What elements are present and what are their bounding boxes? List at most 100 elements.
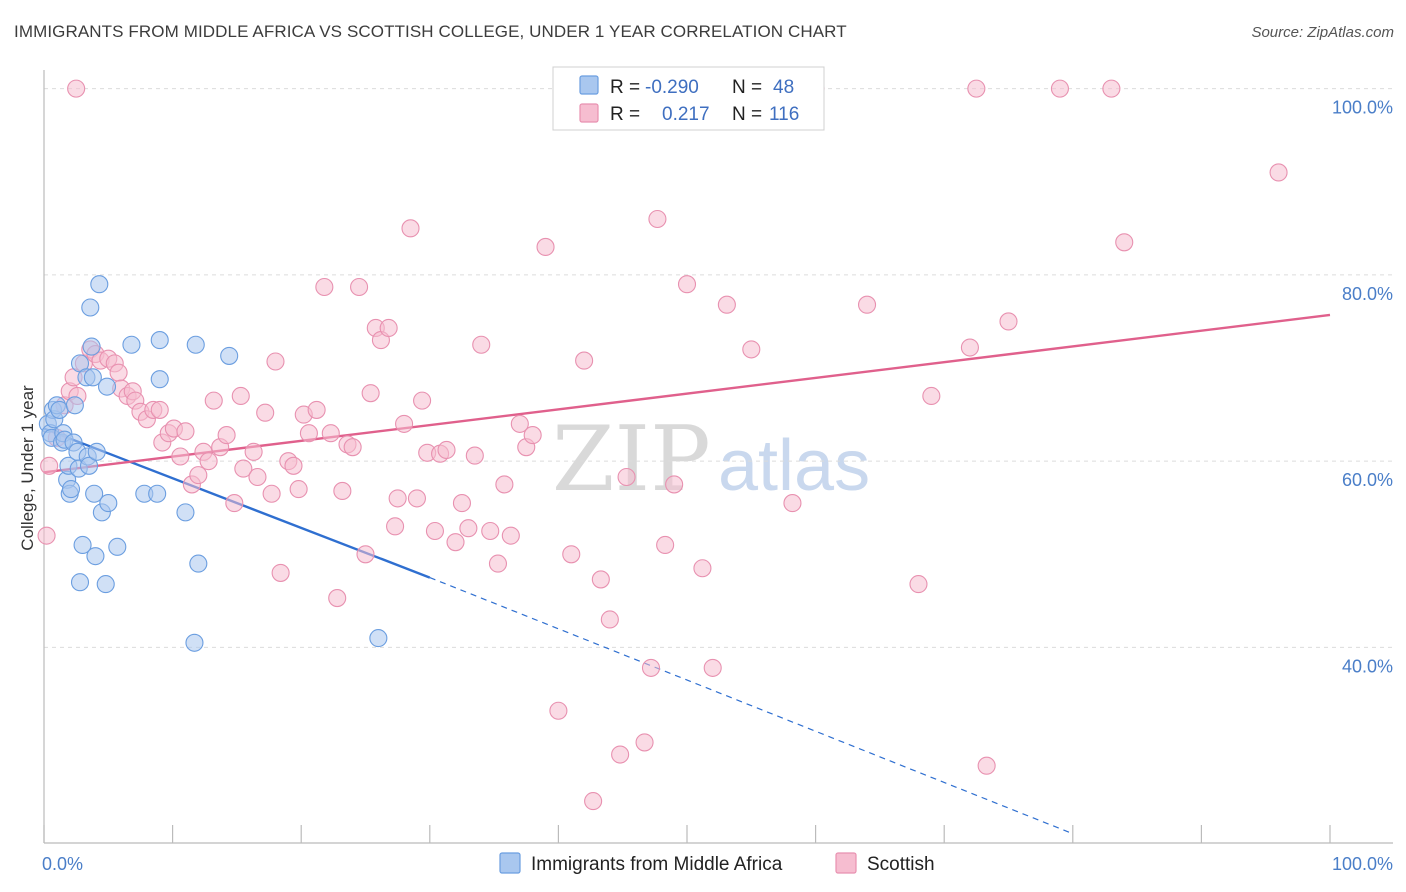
point-scottish-101 (742, 340, 761, 359)
point-scottish-1 (40, 456, 59, 475)
x-tick-labels: 0.0% 100.0% (42, 854, 1393, 874)
point-scottish-38 (248, 467, 267, 487)
y-tick-label-3: 100.0% (1332, 98, 1393, 118)
point-middle-africa-39 (150, 331, 169, 350)
series-legend-label-1: Immigrants from Middle Africa (531, 854, 783, 875)
legend-r-label-2: R = (610, 104, 640, 125)
point-scottish-72 (452, 494, 472, 513)
legend-r-value-2: 0.217 (662, 104, 710, 125)
point-scottish-89 (600, 610, 619, 629)
point-scottish-56 (356, 545, 375, 564)
point-scottish-98 (693, 559, 712, 578)
point-scottish-28 (189, 466, 208, 485)
point-scottish-82 (523, 426, 542, 445)
point-scottish-110 (999, 312, 1018, 331)
point-scottish-74 (465, 446, 484, 465)
point-middle-africa-13 (61, 480, 81, 499)
point-scottish-111 (1050, 79, 1069, 98)
legend-n-label-1: N = (732, 77, 762, 98)
data-points (37, 79, 1288, 811)
point-scottish-54 (343, 438, 362, 457)
point-scottish-104 (857, 295, 877, 314)
point-scottish-36 (234, 459, 253, 478)
watermark-zip: ZIP (552, 407, 711, 512)
point-scottish-114 (1269, 163, 1288, 182)
grid (44, 88, 1393, 648)
point-middle-africa-30 (90, 275, 109, 294)
point-middle-africa-15 (65, 396, 84, 415)
point-middle-africa-35 (108, 537, 127, 556)
point-scottish-31 (204, 391, 223, 410)
point-scottish-77 (488, 554, 508, 573)
point-scottish-71 (446, 533, 465, 552)
series-legend: Immigrants from Middle Africa Scottish (499, 852, 935, 875)
legend-n-value-1: 48 (773, 77, 794, 98)
point-scottish-35 (231, 386, 250, 406)
point-scottish-62 (388, 489, 407, 508)
point-scottish-21 (150, 400, 169, 419)
y-tick-labels: 40.0% 60.0% 80.0% 100.0% (1332, 98, 1393, 677)
point-middle-africa-33 (99, 494, 118, 513)
series-legend-swatch-blue (499, 852, 521, 874)
legend-r-value-1: -0.290 (645, 77, 699, 98)
point-scottish-92 (635, 733, 654, 752)
point-scottish-73 (459, 519, 478, 538)
point-scottish-115 (67, 79, 86, 98)
y-tick-label-2: 80.0% (1342, 284, 1393, 304)
point-scottish-83 (536, 237, 555, 257)
point-scottish-13 (109, 363, 128, 382)
point-scottish-78 (495, 475, 514, 494)
point-scottish-99 (703, 658, 722, 677)
point-middle-africa-46 (369, 629, 388, 648)
point-middle-africa-34 (96, 575, 115, 594)
point-scottish-75 (472, 335, 491, 354)
point-scottish-49 (315, 277, 334, 297)
point-scottish-108 (967, 79, 986, 98)
series-legend-label-2: Scottish (867, 854, 935, 875)
point-scottish-109 (977, 756, 996, 775)
point-scottish-45 (289, 480, 308, 499)
point-scottish-64 (401, 219, 420, 238)
point-scottish-65 (407, 489, 426, 508)
point-scottish-57 (361, 384, 380, 403)
point-scottish-93 (641, 658, 661, 677)
point-scottish-88 (591, 570, 610, 589)
point-scottish-66 (413, 391, 432, 410)
point-scottish-68 (425, 521, 444, 541)
point-scottish-95 (656, 535, 675, 555)
point-middle-africa-27 (85, 484, 104, 503)
point-middle-africa-26 (83, 368, 102, 387)
point-middle-africa-20 (70, 573, 90, 592)
point-scottish-55 (350, 277, 369, 297)
x-tick-label-1: 100.0% (1332, 854, 1393, 874)
point-middle-africa-44 (189, 554, 208, 573)
point-scottish-105 (909, 575, 928, 594)
point-scottish-0 (37, 526, 56, 545)
point-scottish-47 (299, 424, 318, 443)
watermark-atlas: atlas (718, 426, 870, 506)
point-middle-africa-25 (82, 337, 101, 356)
point-scottish-70 (437, 440, 456, 460)
point-scottish-40 (262, 484, 281, 503)
chart-source: Source: ZipAtlas.com (1251, 24, 1394, 41)
point-scottish-100 (717, 295, 736, 314)
series-legend-swatch-pink (835, 852, 857, 874)
point-scottish-80 (510, 414, 529, 433)
point-scottish-79 (501, 526, 520, 545)
axes (43, 70, 1393, 844)
point-scottish-50 (321, 424, 340, 443)
point-middle-africa-32 (97, 377, 117, 396)
point-scottish-86 (575, 351, 594, 370)
legend-n-value-2: 116 (769, 104, 799, 125)
point-scottish-91 (617, 467, 636, 487)
point-middle-africa-38 (148, 484, 167, 503)
point-scottish-97 (677, 275, 697, 294)
y-axis-label: College, Under 1 year (18, 385, 37, 551)
point-middle-africa-45 (220, 346, 239, 365)
point-scottish-51 (328, 589, 347, 608)
point-middle-africa-43 (186, 335, 205, 354)
point-scottish-61 (386, 517, 405, 536)
point-scottish-34 (225, 494, 244, 513)
x-tick-label-0: 0.0% (42, 854, 83, 874)
